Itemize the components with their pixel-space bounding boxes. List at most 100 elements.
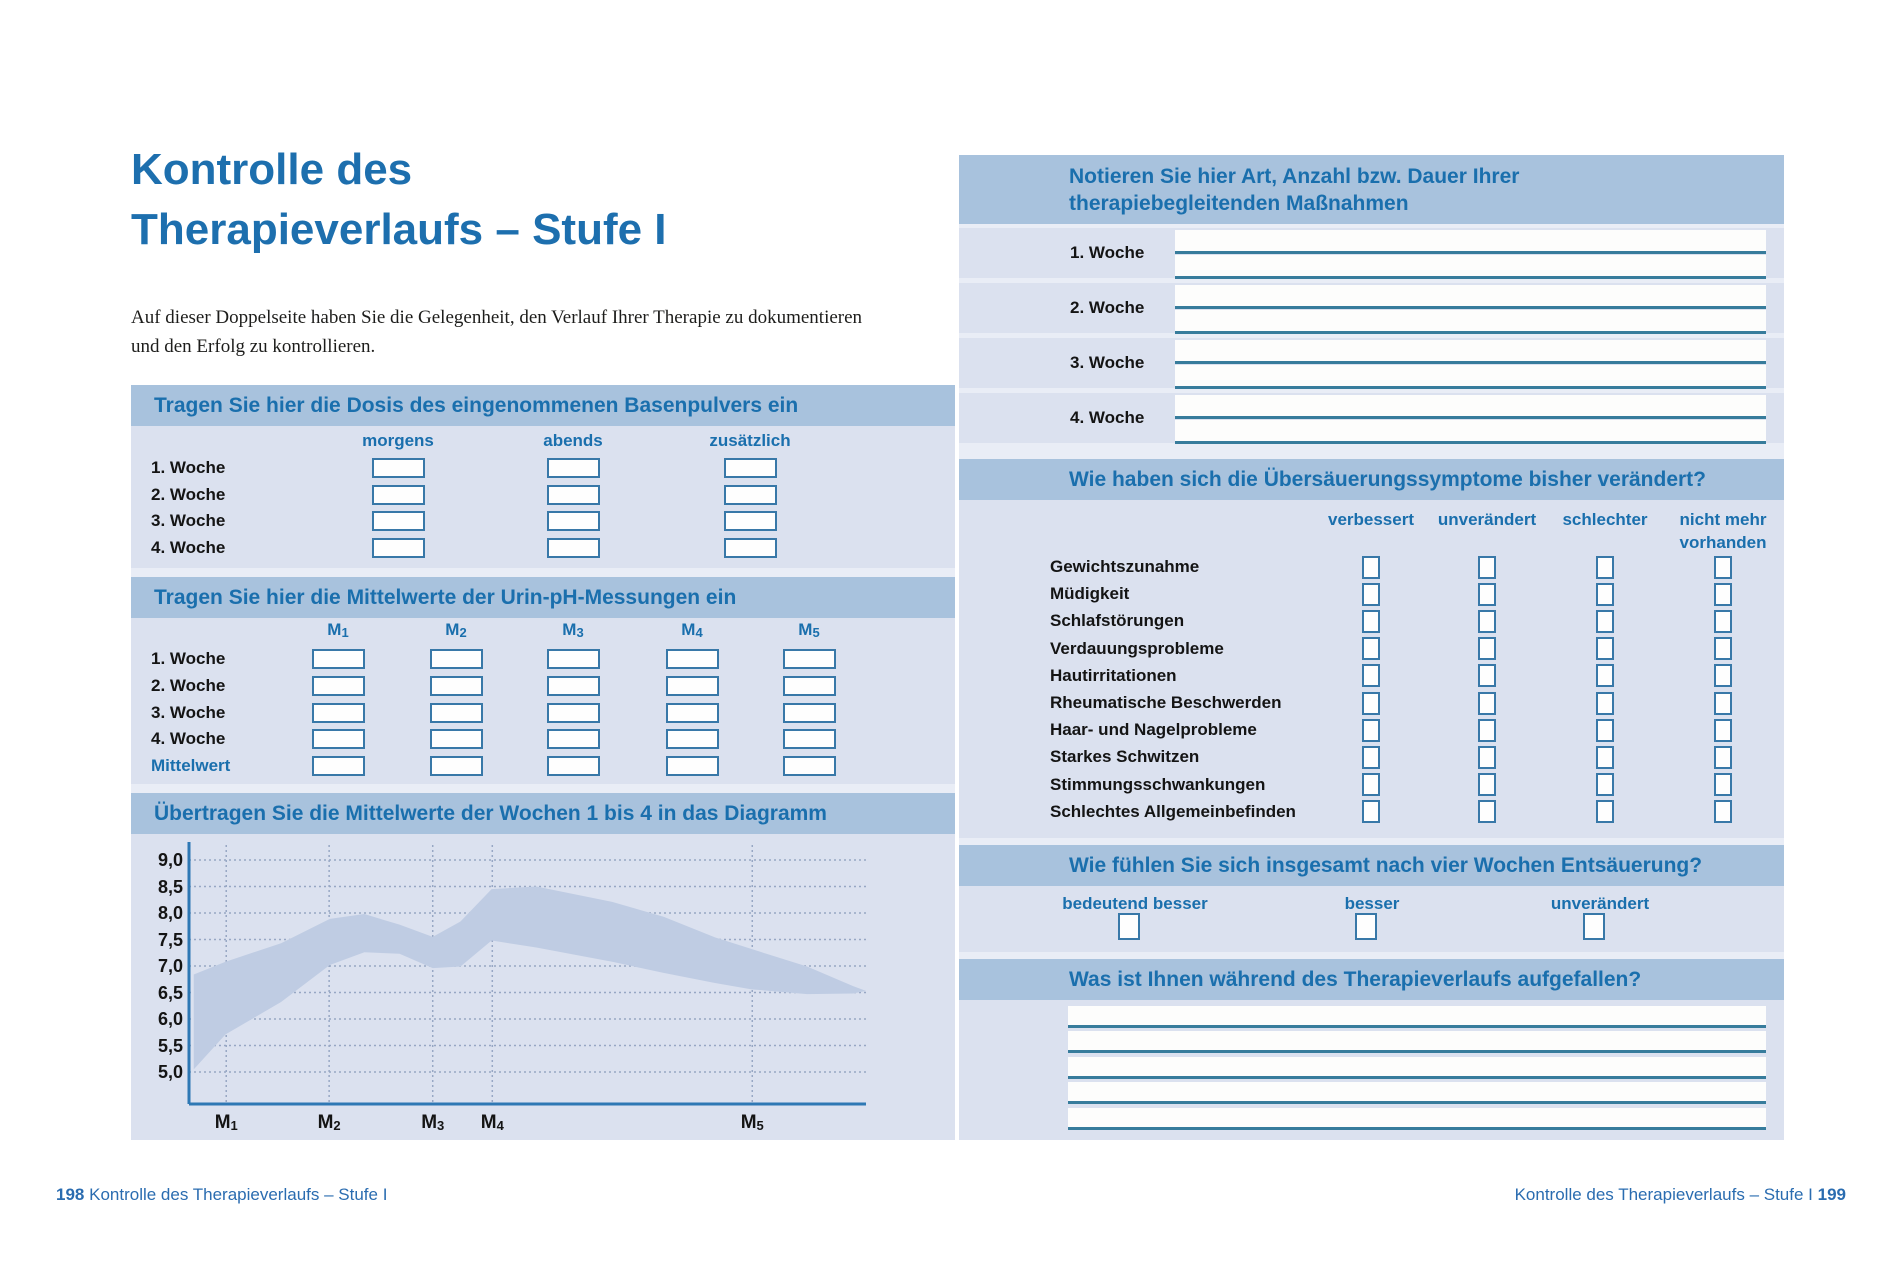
symptom-checkbox[interactable] (1362, 691, 1380, 715)
ph-input[interactable] (429, 756, 483, 776)
symptom-label: Gewichtszunahme (1050, 557, 1200, 576)
ph-input[interactable] (429, 703, 483, 723)
symptom-checkbox[interactable] (1596, 609, 1614, 633)
symptom-checkbox[interactable] (1478, 555, 1496, 579)
overall-checkbox[interactable] (1583, 913, 1605, 940)
ph-input[interactable] (665, 729, 719, 749)
symptom-checkbox[interactable] (1714, 609, 1732, 633)
ph-input[interactable] (311, 676, 365, 696)
symptom-label: Hautirritationen (1050, 665, 1177, 685)
dosis-input[interactable] (546, 458, 600, 478)
symptom-checkbox[interactable] (1596, 637, 1614, 661)
symptom-checkbox[interactable] (1714, 745, 1732, 769)
overall-checkbox[interactable] (1355, 913, 1377, 940)
ph-input[interactable] (665, 676, 719, 696)
dosis-input[interactable] (371, 458, 425, 478)
dosis-input[interactable] (723, 538, 777, 558)
ph-column-label: M4 (681, 620, 703, 640)
week-row-label: Mittelwert (151, 756, 231, 775)
measure-writing-line[interactable] (1175, 340, 1766, 364)
measure-writing-line[interactable] (1175, 230, 1766, 254)
week-row-label: 1. Woche (151, 649, 226, 668)
symptom-checkbox[interactable] (1478, 718, 1496, 742)
dosis-input[interactable] (371, 511, 425, 531)
dosis-input[interactable] (723, 485, 777, 505)
symptom-checkbox[interactable] (1478, 691, 1496, 715)
overall-checkbox[interactable] (1118, 913, 1140, 940)
symptom-checkbox[interactable] (1714, 718, 1732, 742)
symptom-checkbox[interactable] (1362, 582, 1380, 606)
symptom-checkbox[interactable] (1714, 773, 1732, 797)
symptom-checkbox[interactable] (1596, 555, 1614, 579)
ph-input[interactable] (546, 729, 600, 749)
measure-writing-line[interactable] (1175, 285, 1766, 309)
notes-writing-line[interactable] (1068, 1056, 1766, 1079)
symptom-checkbox[interactable] (1714, 637, 1732, 661)
ph-input[interactable] (546, 676, 600, 696)
symptom-checkbox[interactable] (1362, 773, 1380, 797)
ph-input[interactable] (782, 756, 836, 776)
ph-input[interactable] (429, 676, 483, 696)
ph-input[interactable] (311, 703, 365, 723)
symptom-checkbox[interactable] (1478, 800, 1496, 824)
symptom-checkbox[interactable] (1596, 773, 1614, 797)
dosis-input[interactable] (546, 511, 600, 531)
dosis-input[interactable] (546, 538, 600, 558)
symptom-checkbox[interactable] (1362, 745, 1380, 769)
ph-input[interactable] (429, 649, 483, 669)
symptom-checkbox[interactable] (1714, 664, 1732, 688)
ph-input[interactable] (311, 756, 365, 776)
ph-input[interactable] (665, 703, 719, 723)
symptom-checkbox[interactable] (1596, 664, 1614, 688)
dosis-input[interactable] (371, 538, 425, 558)
dosis-input[interactable] (371, 485, 425, 505)
dosis-input[interactable] (723, 458, 777, 478)
ph-input[interactable] (546, 703, 600, 723)
symptom-checkbox[interactable] (1714, 555, 1732, 579)
notes-writing-line[interactable] (1068, 1082, 1766, 1105)
symptom-checkbox[interactable] (1478, 582, 1496, 606)
symptom-checkbox[interactable] (1362, 664, 1380, 688)
symptom-checkbox[interactable] (1596, 691, 1614, 715)
dosis-input[interactable] (546, 485, 600, 505)
ph-input[interactable] (782, 676, 836, 696)
ph-input[interactable] (665, 649, 719, 669)
symptom-checkbox[interactable] (1478, 609, 1496, 633)
symptom-checkbox[interactable] (1362, 609, 1380, 633)
symptom-checkbox[interactable] (1478, 745, 1496, 769)
symptom-checkbox[interactable] (1362, 800, 1380, 824)
symptom-checkbox[interactable] (1478, 664, 1496, 688)
ph-input[interactable] (546, 756, 600, 776)
ph-input[interactable] (782, 729, 836, 749)
dosis-input[interactable] (723, 511, 777, 531)
measure-writing-line[interactable] (1175, 255, 1766, 279)
symptom-checkbox[interactable] (1596, 582, 1614, 606)
measure-writing-line[interactable] (1175, 420, 1766, 444)
ph-input[interactable] (782, 649, 836, 669)
ph-input[interactable] (311, 649, 365, 669)
symptom-checkbox[interactable] (1362, 718, 1380, 742)
symptom-checkbox[interactable] (1362, 555, 1380, 579)
ph-input[interactable] (546, 649, 600, 669)
symptom-checkbox[interactable] (1596, 718, 1614, 742)
notes-writing-line[interactable] (1068, 1006, 1766, 1028)
symptom-checkbox[interactable] (1362, 637, 1380, 661)
notes-writing-line[interactable] (1068, 1107, 1766, 1130)
measure-writing-line[interactable] (1175, 395, 1766, 419)
measure-writing-line[interactable] (1175, 365, 1766, 389)
symptom-checkbox[interactable] (1714, 691, 1732, 715)
symptom-checkbox[interactable] (1714, 800, 1732, 824)
ph-column-label: M1 (327, 620, 349, 640)
ph-input[interactable] (782, 703, 836, 723)
x-axis-tick-label: M4 (480, 1112, 504, 1133)
measure-writing-line[interactable] (1175, 310, 1766, 334)
symptom-checkbox[interactable] (1478, 773, 1496, 797)
notes-writing-line[interactable] (1068, 1031, 1766, 1054)
symptom-checkbox[interactable] (1596, 800, 1614, 824)
symptom-checkbox[interactable] (1478, 637, 1496, 661)
ph-input[interactable] (665, 756, 719, 776)
symptom-checkbox[interactable] (1596, 745, 1614, 769)
ph-input[interactable] (429, 729, 483, 749)
ph-input[interactable] (311, 729, 365, 749)
symptom-checkbox[interactable] (1714, 582, 1732, 606)
